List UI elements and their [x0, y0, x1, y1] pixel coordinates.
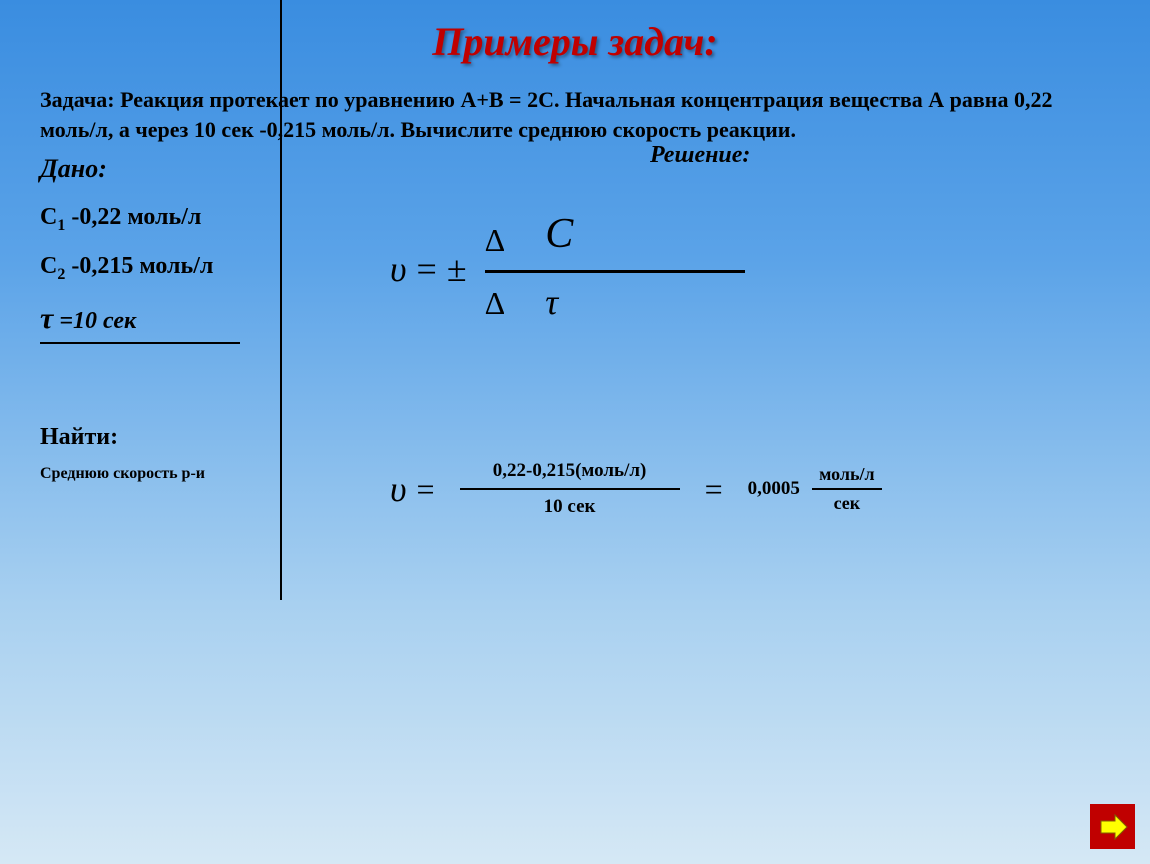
next-slide-button[interactable] [1090, 804, 1135, 849]
upsilon-symbol-2: υ [390, 468, 407, 510]
upsilon-symbol: υ [390, 248, 407, 290]
given-c1: C1 -0,22 моль/л [40, 204, 320, 235]
tau-symbol: τ [40, 302, 53, 335]
problem-statement: Задача: Реакция протекает по уравнению A… [0, 65, 1150, 154]
fraction-numerator: Δ C [485, 214, 574, 270]
c2-symbol: C [40, 253, 57, 279]
given-tau: τ =10 сек [40, 302, 320, 336]
c-variable: C [545, 210, 573, 258]
unit-denominator: сек [830, 490, 865, 517]
plusminus-sign: ± [447, 248, 467, 290]
find-description: Среднюю скорость р-и [40, 465, 320, 483]
slide-title: Примеры задач: [0, 0, 1150, 65]
result-unit: моль/л сек [812, 461, 882, 517]
solution-column: Решение: υ = ± Δ C Δ τ υ = 0,22 [320, 154, 1110, 483]
given-column: Дано: C1 -0,22 моль/л C2 -0,215 моль/л τ… [40, 154, 320, 483]
fraction-general: Δ C Δ τ [485, 214, 745, 323]
delta-num: Δ [485, 222, 506, 259]
numeric-numerator: 0,22-0,215(моль/л) [485, 454, 655, 488]
content-layout: Дано: C1 -0,22 моль/л C2 -0,215 моль/л τ… [0, 154, 1150, 483]
formula-calculation: υ = 0,22-0,215(моль/л) 10 сек = 0,0005 м… [390, 454, 882, 524]
formula-general: υ = ± Δ C Δ τ [390, 214, 745, 323]
find-label: Найти: [40, 424, 320, 451]
c2-value: -0,215 моль/л [65, 253, 213, 279]
delta-den: Δ [485, 285, 506, 322]
given-label: Дано: [40, 154, 320, 184]
equals-sign-3: = [705, 471, 723, 508]
solution-label: Решение: [650, 142, 750, 169]
fraction-denominator: Δ τ [485, 273, 558, 323]
given-divider [40, 342, 240, 344]
given-c2: C2 -0,215 моль/л [40, 253, 320, 284]
tau-variable: τ [545, 281, 558, 323]
unit-numerator: моль/л [815, 461, 879, 488]
result-number: 0,0005 [748, 478, 800, 500]
vertical-divider [280, 0, 282, 600]
numeric-denominator: 10 сек [536, 490, 604, 524]
tau-value: =10 сек [53, 308, 136, 334]
result-value: 0,0005 моль/л сек [748, 461, 882, 517]
equals-sign: = [417, 248, 437, 290]
c1-value: -0,22 моль/л [65, 204, 201, 230]
c1-symbol: C [40, 204, 57, 230]
equals-sign-2: = [417, 471, 435, 508]
arrow-right-icon [1097, 811, 1129, 843]
fraction-numeric: 0,22-0,215(моль/л) 10 сек [460, 454, 680, 524]
